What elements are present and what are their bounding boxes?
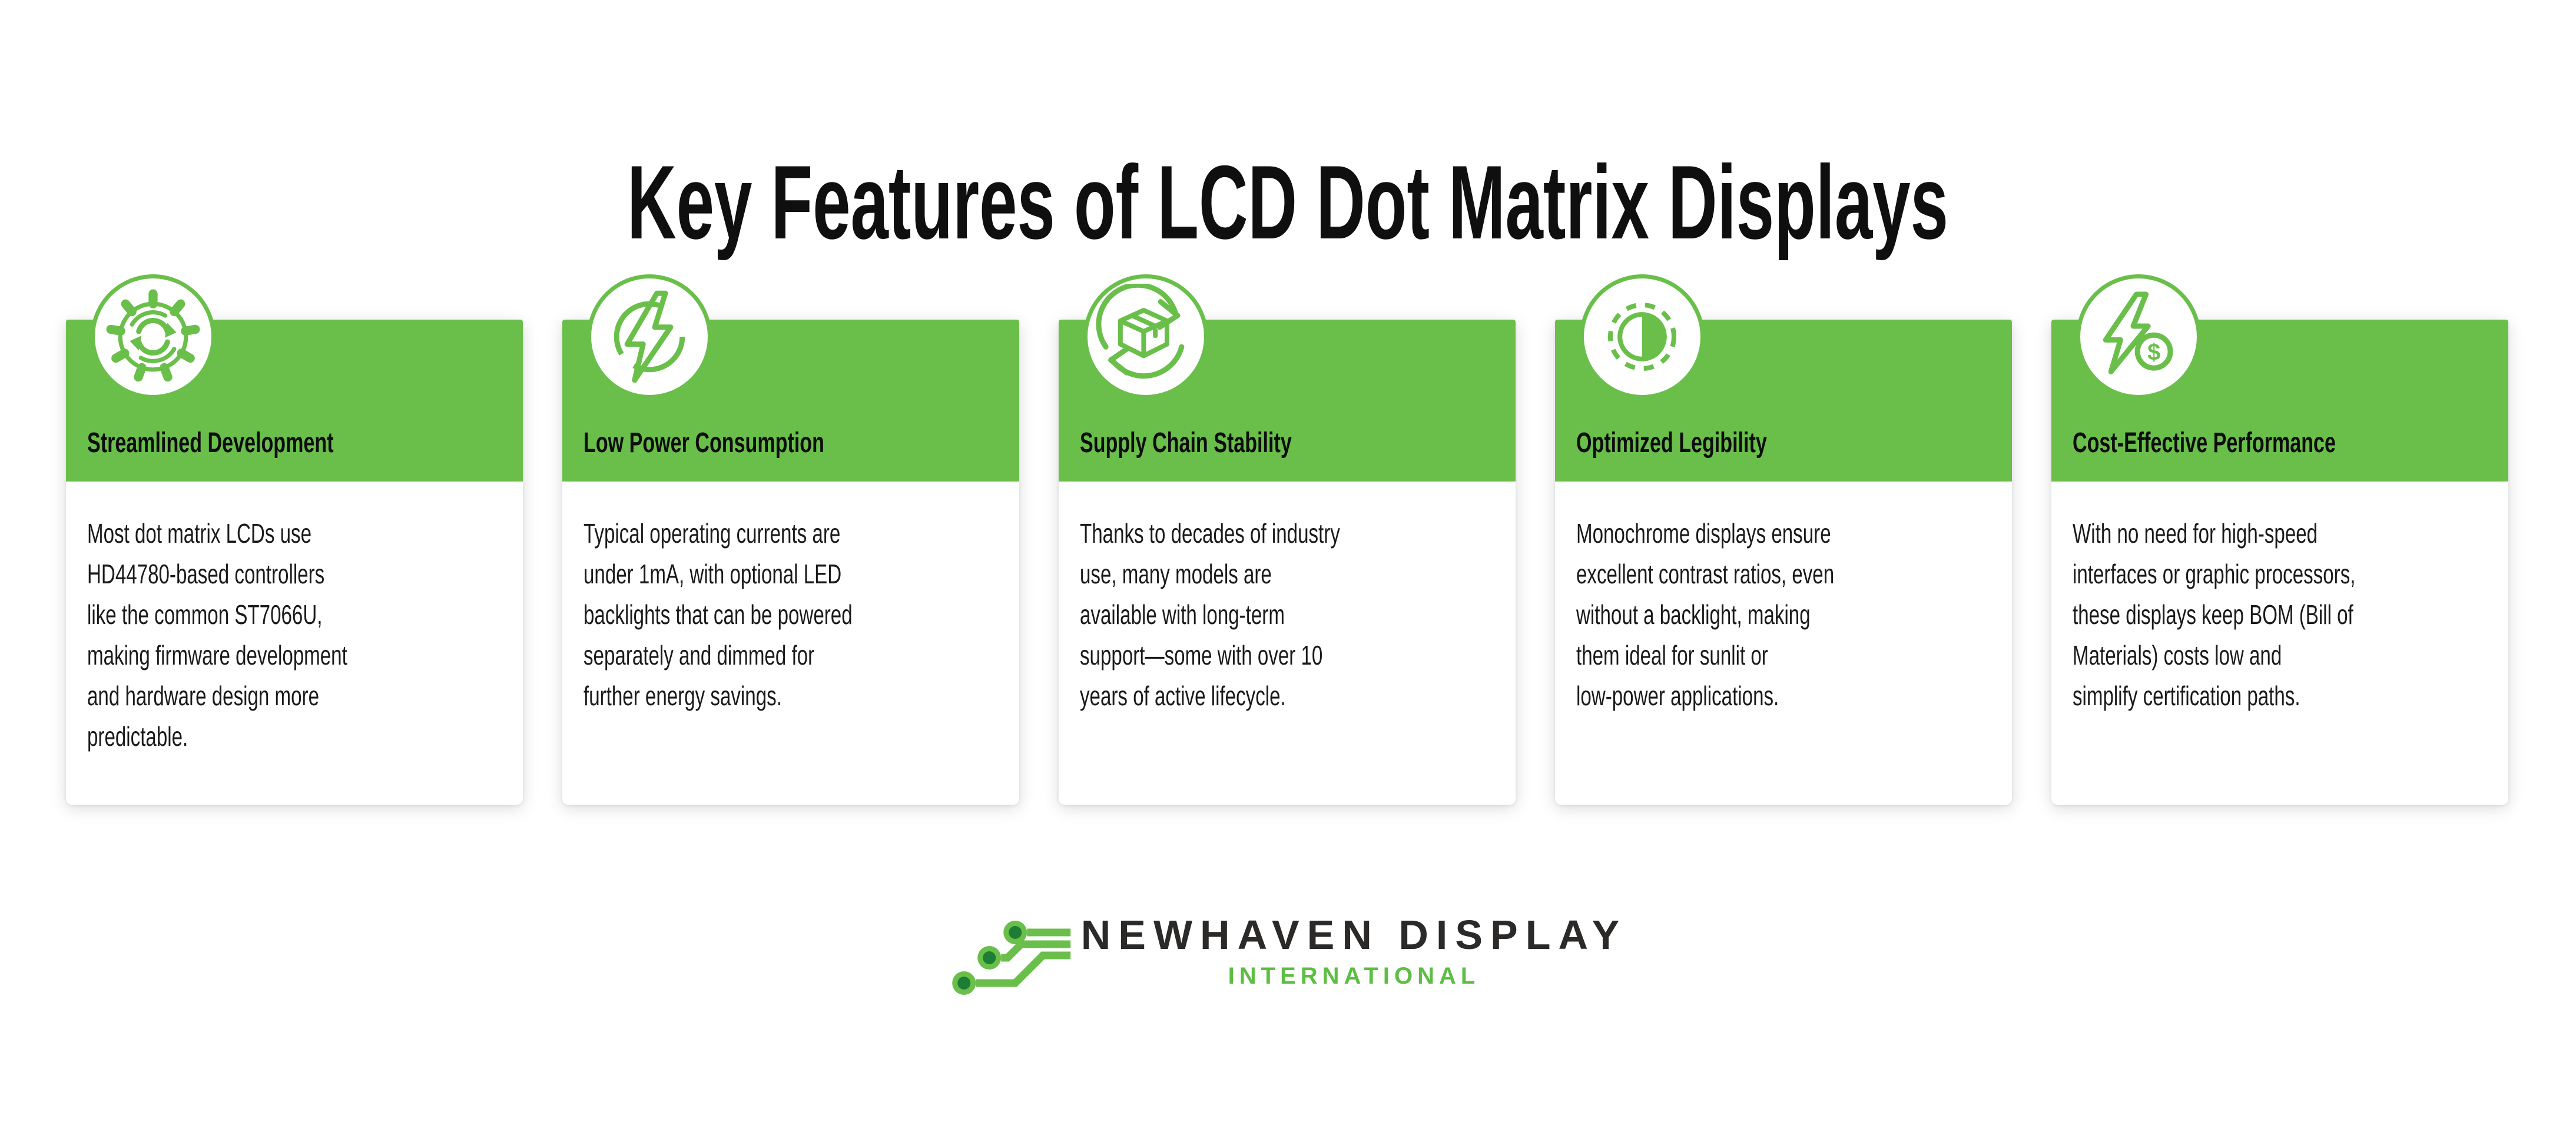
card-title: Cost-Effective Performance [2073,427,2336,459]
feature-cards-row: Streamlined Development Most dot matrix … [66,274,2508,805]
card-body-text: Thanks to decades of industry use, many … [1080,518,1340,711]
lightning-circle-icon [614,290,685,383]
icon-badge [1580,274,1705,399]
card-title: Streamlined Development [87,427,334,459]
card-title: Optimized Legibility [1576,427,1767,459]
icon-badge [1083,274,1208,399]
contrast-icon [1607,302,1677,371]
card-body: Monochrome displays ensure excellent con… [1555,482,2012,805]
icon-badge [91,274,216,399]
logo-primary-text: NEWHAVEN DISPLAY [1080,912,1627,958]
feature-card-optimized-legibility: Optimized Legibility Monochrome displays… [1555,274,2012,805]
bolt-dollar-icon: $ [2103,291,2173,374]
card-body: Typical operating currents are under 1mA… [562,482,1019,805]
card-body: Thanks to decades of industry use, many … [1059,482,1516,805]
page-title: Key Features of LCD Dot Matrix Displays [0,140,2576,265]
card-body-text: Monochrome displays ensure excellent con… [1576,518,1835,711]
package-cycle-icon [1096,284,1185,379]
card-body: Most dot matrix LCDs use HD44780-based c… [66,482,523,805]
circuit-traces-icon [949,905,1073,997]
gear-sync-icon [106,289,200,382]
card-body: With no need for high-speed interfaces o… [2051,482,2508,805]
card-body-text: With no need for high-speed interfaces o… [2073,518,2356,711]
feature-card-low-power-consumption: Low Power Consumption Typical operating … [562,274,1019,805]
card-body-text: Typical operating currents are under 1mA… [584,518,853,711]
icon-badge [587,274,712,399]
feature-card-cost-effective-performance: $ Cost-Effective Performance With no nee… [2051,274,2508,805]
card-header: $ Cost-Effective Performance [2051,274,2508,482]
card-header: Low Power Consumption [562,274,1019,482]
newhaven-logo: NEWHAVEN DISPLAY INTERNATIONAL [949,905,1627,997]
icon-badge: $ [2076,274,2201,399]
card-header: Optimized Legibility [1555,274,2012,482]
page-title-text: Key Features of LCD Dot Matrix Displays [627,144,1949,261]
feature-card-streamlined-development: Streamlined Development Most dot matrix … [66,274,523,805]
card-header: Supply Chain Stability [1059,274,1516,482]
feature-card-supply-chain-stability: Supply Chain Stability Thanks to decades… [1059,274,1516,805]
card-title: Low Power Consumption [584,427,824,459]
card-header: Streamlined Development [66,274,523,482]
dollar-glyph: $ [2147,340,2160,366]
card-title: Supply Chain Stability [1080,427,1292,459]
card-body-text: Most dot matrix LCDs use HD44780-based c… [87,518,347,752]
logo-text: NEWHAVEN DISPLAY INTERNATIONAL [1081,914,1627,988]
logo-secondary-text: INTERNATIONAL [1228,963,1480,989]
